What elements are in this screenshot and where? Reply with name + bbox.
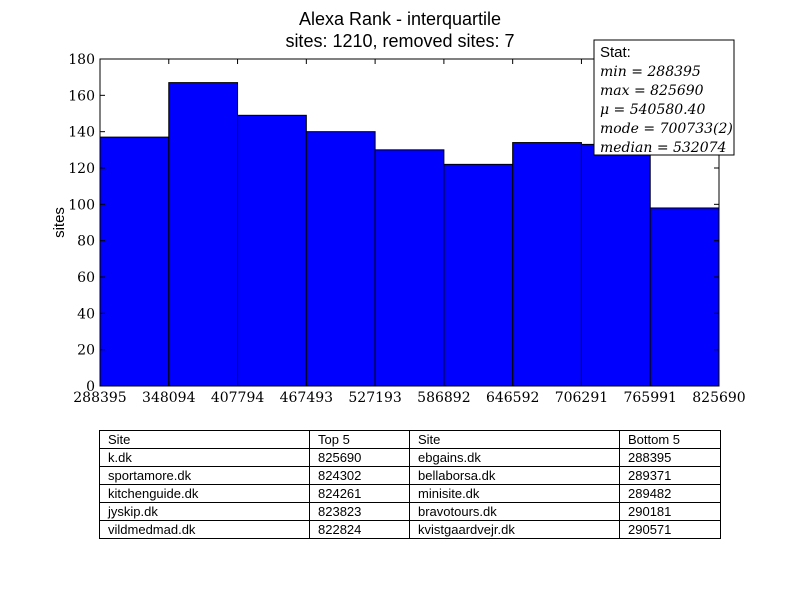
table-cell: bravotours.dk [409, 502, 620, 521]
table-cell: 822824 [309, 520, 410, 539]
table-cell: 290571 [619, 520, 721, 539]
x-tick-label: 646592 [486, 390, 539, 406]
histogram-bar [374, 149, 445, 387]
histogram-bar [237, 114, 307, 387]
histogram-bar [305, 131, 376, 387]
chart-title: Alexa Rank - interquartile [298, 9, 502, 29]
stats-box-title: Stat: [600, 44, 631, 61]
stats-box-line: μ = 540580.40 [600, 102, 706, 118]
table-cell: kvistgaardvejr.dk [409, 520, 620, 539]
table-header-row: Site Top 5 Site Bottom 5 [99, 430, 721, 449]
histogram-bar [168, 82, 239, 387]
stats-box [593, 39, 735, 156]
stats-box-line: mode = 700733(2) [600, 121, 733, 137]
x-tick-label: 527193 [348, 390, 401, 406]
table-cell: kitchenguide.dk [99, 484, 310, 503]
table-cell: bellaborsa.dk [409, 466, 620, 485]
histogram-chart: 0 20 40 60 80 100 120 140 160 180 288395 348094 4077… [51, 39, 746, 406]
y-tick-label: 0 [86, 379, 95, 395]
x-tick-label: 348094 [142, 390, 196, 406]
histogram-bar [512, 142, 582, 387]
table-row: sportamore.dk 824302 bellaborsa.dk 289371 [99, 466, 721, 485]
y-tick-label: 160 [68, 88, 95, 104]
stats-box-line: max = 825690 [600, 83, 704, 99]
table-cell: minisite.dk [409, 484, 620, 503]
x-tick-label: 586892 [417, 390, 470, 406]
table-row: vildmedmad.dk 822824 kvistgaardvejr.dk 2905… [99, 520, 721, 539]
table-cell: Top 5 [309, 430, 410, 449]
y-tick-label: 180 [68, 52, 95, 68]
table-row: kitchenguide.dk 824261 minisite.dk 289482 [99, 484, 721, 503]
table-cell: 824302 [309, 466, 410, 485]
x-tick-label: 467493 [280, 390, 333, 406]
y-tick-label: 120 [68, 161, 95, 177]
table-cell: Site [99, 430, 310, 449]
table-cell: Site [409, 430, 620, 449]
table-cell: k.dk [99, 448, 310, 467]
y-tick-label: 40 [77, 306, 95, 322]
x-tick-label: 825690 [692, 390, 745, 406]
histogram-bar [99, 136, 170, 387]
y-axis-label: sites [51, 207, 68, 238]
stats-box-line: min = 288395 [600, 64, 701, 80]
table-cell: 823823 [309, 502, 410, 521]
table-cell: 824261 [309, 484, 410, 503]
table-cell: sportamore.dk [99, 466, 310, 485]
table-cell: 288395 [619, 448, 721, 467]
histogram-bar [580, 143, 651, 387]
y-tick-label: 60 [77, 270, 95, 286]
table-row: jyskip.dk 823823 bravotours.dk 290181 [99, 502, 721, 521]
x-tick-label: 407794 [211, 390, 265, 406]
x-tick-label: 765991 [623, 390, 676, 406]
chart-subtitle: sites: 1210, removed sites: 7 [285, 31, 515, 51]
table-cell: 289482 [619, 484, 721, 503]
x-tick-label: 288395 [73, 390, 126, 406]
table-cell: ebgains.dk [409, 448, 620, 467]
stats-box-line: median = 532074 [600, 140, 726, 156]
histogram-bar [649, 207, 720, 387]
table-cell: Bottom 5 [619, 430, 721, 449]
top-bottom-sites-table: Site Top 5 Site Bottom 5 k.dk 825690 ebgains.d… [99, 430, 721, 539]
table-cell: jyskip.dk [99, 502, 310, 521]
y-tick-label: 100 [68, 197, 95, 213]
table-cell: vildmedmad.dk [99, 520, 310, 539]
table-cell: 289371 [619, 466, 721, 485]
y-tick-label: 140 [68, 125, 95, 141]
histogram-bar [443, 163, 514, 387]
table-row: k.dk 825690 ebgains.dk 288395 [99, 448, 721, 467]
plot-frame [99, 58, 720, 387]
y-tick-label: 80 [77, 234, 95, 250]
x-tick-label: 706291 [555, 390, 608, 406]
y-tick-label: 20 [77, 343, 95, 359]
table-cell: 825690 [309, 448, 410, 467]
table-cell: 290181 [619, 502, 721, 521]
